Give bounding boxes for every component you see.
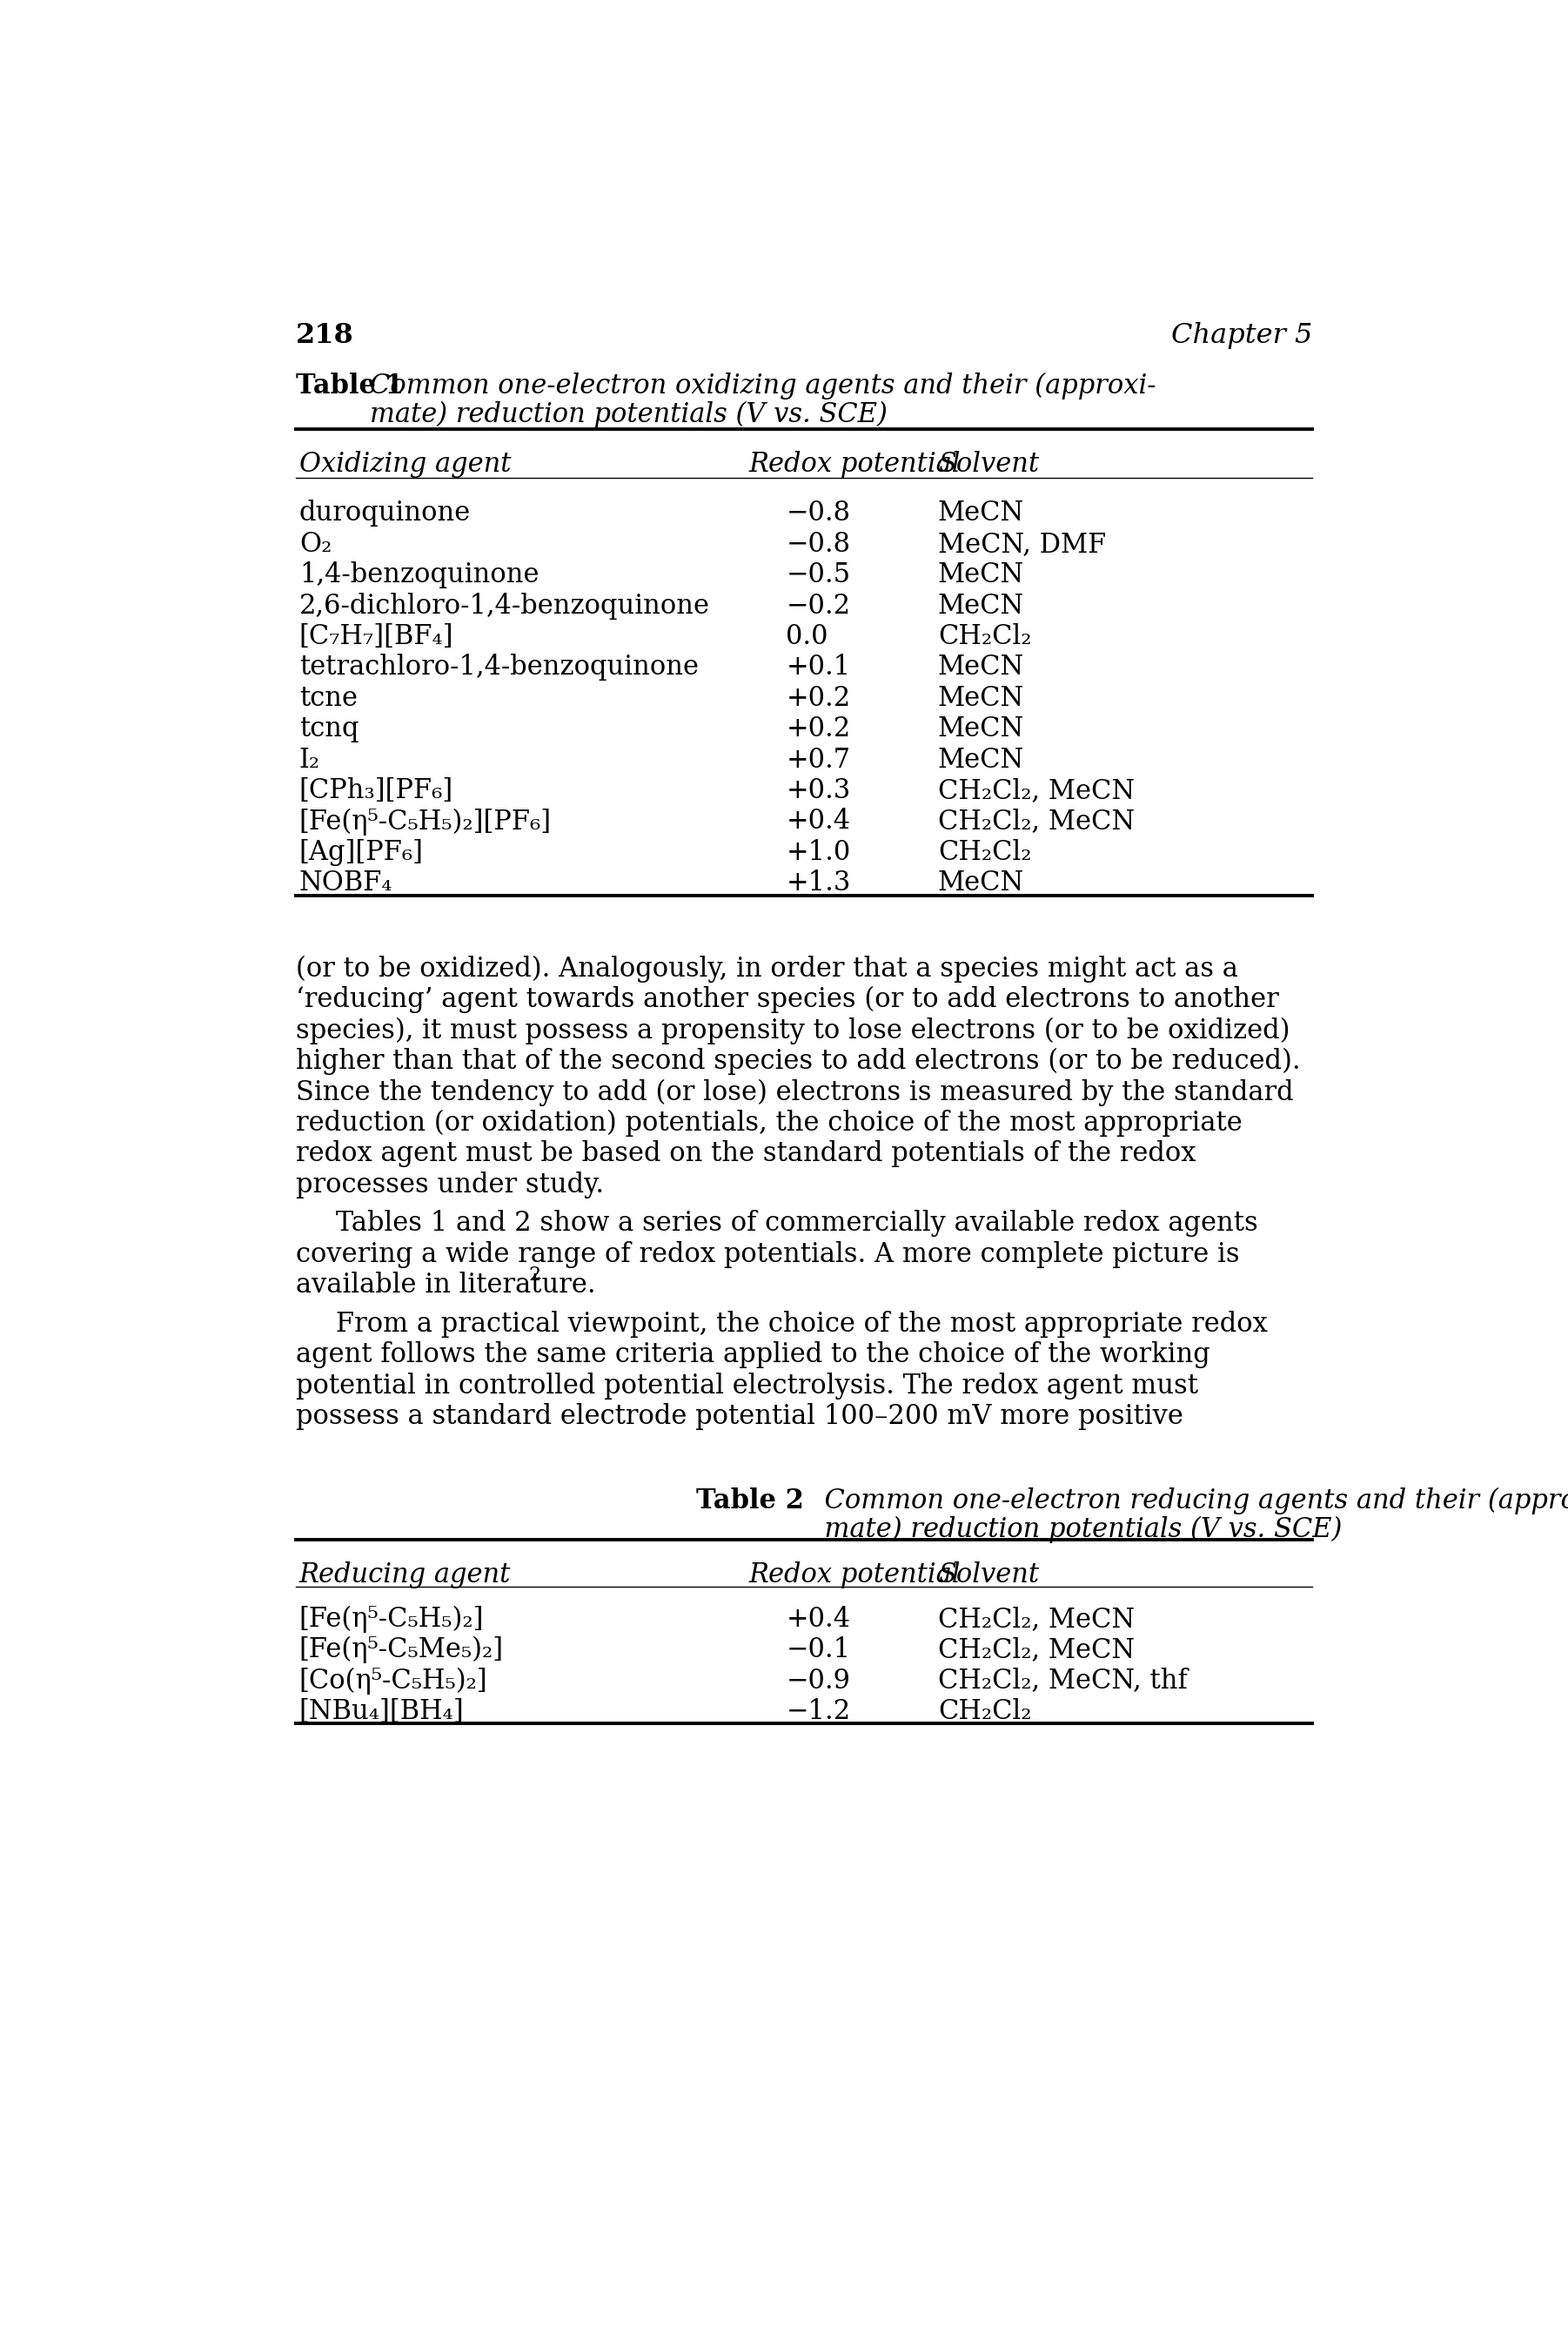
Text: [Fe(η⁵-C₅H₅)₂]: [Fe(η⁵-C₅H₅)₂]: [299, 1605, 485, 1633]
Text: agent follows the same criteria applied to the choice of the working: agent follows the same criteria applied …: [296, 1342, 1210, 1368]
Text: CH₂Cl₂, MeCN: CH₂Cl₂, MeCN: [938, 1605, 1135, 1633]
Text: +0.3: +0.3: [786, 778, 851, 804]
Text: possess a standard electrode potential 100–200 mV more positive: possess a standard electrode potential 1…: [296, 1403, 1184, 1431]
Text: CH₂Cl₂, MeCN: CH₂Cl₂, MeCN: [938, 1636, 1135, 1664]
Text: From a practical viewpoint, the choice of the most appropriate redox: From a practical viewpoint, the choice o…: [336, 1311, 1269, 1337]
Text: [Fe(η⁵-C₅H₅)₂][PF₆]: [Fe(η⁵-C₅H₅)₂][PF₆]: [299, 808, 552, 834]
Text: MeCN: MeCN: [938, 562, 1024, 588]
Text: 0.0: 0.0: [786, 623, 828, 651]
Text: species), it must possess a propensity to lose electrons (or to be oxidized): species), it must possess a propensity t…: [296, 1018, 1290, 1043]
Text: Table 1: Table 1: [296, 374, 403, 400]
Text: duroquinone: duroquinone: [299, 501, 470, 526]
Text: processes under study.: processes under study.: [296, 1170, 604, 1198]
Text: [NBu₄][BH₄]: [NBu₄][BH₄]: [299, 1699, 464, 1725]
Text: reduction (or oxidation) potentials, the choice of the most appropriate: reduction (or oxidation) potentials, the…: [296, 1109, 1242, 1137]
Text: Common one-electron oxidizing agents and their (approxi-: Common one-electron oxidizing agents and…: [370, 374, 1156, 400]
Text: Redox potential: Redox potential: [750, 451, 961, 477]
Text: +1.3: +1.3: [786, 870, 851, 898]
Text: [CPh₃][PF₆]: [CPh₃][PF₆]: [299, 778, 453, 804]
Text: Since the tendency to add (or lose) electrons is measured by the standard: Since the tendency to add (or lose) elec…: [296, 1079, 1294, 1107]
Text: CH₂Cl₂: CH₂Cl₂: [938, 839, 1032, 865]
Text: I₂: I₂: [299, 747, 320, 773]
Text: 2,6-dichloro-1,4-benzoquinone: 2,6-dichloro-1,4-benzoquinone: [299, 592, 710, 620]
Text: 218: 218: [296, 322, 354, 350]
Text: −0.1: −0.1: [786, 1636, 850, 1664]
Text: tcnq: tcnq: [299, 717, 359, 743]
Text: −1.2: −1.2: [786, 1699, 851, 1725]
Text: ‘reducing’ agent towards another species (or to add electrons to another: ‘reducing’ agent towards another species…: [296, 987, 1279, 1013]
Text: Oxidizing agent: Oxidizing agent: [299, 451, 511, 477]
Text: Redox potential: Redox potential: [750, 1560, 961, 1589]
Text: +0.4: +0.4: [786, 808, 850, 834]
Text: [Co(η⁵-C₅H₅)₂]: [Co(η⁵-C₅H₅)₂]: [299, 1666, 488, 1694]
Text: covering a wide range of redox potentials. A more complete picture is: covering a wide range of redox potential…: [296, 1241, 1240, 1269]
Text: MeCN: MeCN: [938, 747, 1024, 773]
Text: CH₂Cl₂, MeCN: CH₂Cl₂, MeCN: [938, 778, 1135, 804]
Text: Solvent: Solvent: [938, 451, 1040, 477]
Text: available in literature.: available in literature.: [296, 1271, 596, 1300]
Text: CH₂Cl₂: CH₂Cl₂: [938, 623, 1032, 651]
Text: Tables 1 and 2 show a series of commercially available redox agents: Tables 1 and 2 show a series of commerci…: [336, 1210, 1259, 1236]
Text: MeCN: MeCN: [938, 717, 1024, 743]
Text: redox agent must be based on the standard potentials of the redox: redox agent must be based on the standar…: [296, 1140, 1196, 1168]
Text: −0.2: −0.2: [786, 592, 850, 620]
Text: tetrachloro-1,4-benzoquinone: tetrachloro-1,4-benzoquinone: [299, 653, 699, 681]
Text: Common one-electron reducing agents and their (approxi-: Common one-electron reducing agents and …: [808, 1488, 1568, 1516]
Text: +1.0: +1.0: [786, 839, 851, 865]
Text: mate) reduction potentials (V vs. SCE): mate) reduction potentials (V vs. SCE): [808, 1516, 1342, 1544]
Text: +0.2: +0.2: [786, 717, 851, 743]
Text: MeCN: MeCN: [938, 684, 1024, 712]
Text: −0.5: −0.5: [786, 562, 850, 588]
Text: tcne: tcne: [299, 684, 358, 712]
Text: NOBF₄: NOBF₄: [299, 870, 394, 898]
Text: CH₂Cl₂, MeCN, thf: CH₂Cl₂, MeCN, thf: [938, 1666, 1187, 1694]
Text: higher than that of the second species to add electrons (or to be reduced).: higher than that of the second species t…: [296, 1048, 1300, 1076]
Text: +0.1: +0.1: [786, 653, 851, 681]
Text: 2: 2: [528, 1264, 541, 1285]
Text: MeCN: MeCN: [938, 870, 1024, 898]
Text: O₂: O₂: [299, 531, 332, 557]
Text: −0.8: −0.8: [786, 501, 850, 526]
Text: MeCN, DMF: MeCN, DMF: [938, 531, 1105, 557]
Text: Reducing agent: Reducing agent: [299, 1560, 511, 1589]
Text: Table 2: Table 2: [696, 1488, 804, 1516]
Text: [Ag][PF₆]: [Ag][PF₆]: [299, 839, 423, 865]
Text: [C₇H₇][BF₄]: [C₇H₇][BF₄]: [299, 623, 453, 651]
Text: Chapter 5: Chapter 5: [1171, 322, 1312, 350]
Text: mate) reduction potentials (V vs. SCE): mate) reduction potentials (V vs. SCE): [370, 400, 887, 428]
Text: [Fe(η⁵-C₅Me₅)₂]: [Fe(η⁵-C₅Me₅)₂]: [299, 1636, 503, 1664]
Text: +0.4: +0.4: [786, 1605, 850, 1633]
Text: MeCN: MeCN: [938, 653, 1024, 681]
Text: MeCN: MeCN: [938, 501, 1024, 526]
Text: (or to be oxidized). Analogously, in order that a species might act as a: (or to be oxidized). Analogously, in ord…: [296, 956, 1239, 982]
Text: MeCN: MeCN: [938, 592, 1024, 620]
Text: +0.2: +0.2: [786, 684, 851, 712]
Text: CH₂Cl₂: CH₂Cl₂: [938, 1699, 1032, 1725]
Text: Solvent: Solvent: [938, 1560, 1040, 1589]
Text: +0.7: +0.7: [786, 747, 850, 773]
Text: −0.9: −0.9: [786, 1666, 850, 1694]
Text: CH₂Cl₂, MeCN: CH₂Cl₂, MeCN: [938, 808, 1135, 834]
Text: 1,4-benzoquinone: 1,4-benzoquinone: [299, 562, 539, 588]
Text: potential in controlled potential electrolysis. The redox agent must: potential in controlled potential electr…: [296, 1372, 1198, 1398]
Text: −0.8: −0.8: [786, 531, 850, 557]
